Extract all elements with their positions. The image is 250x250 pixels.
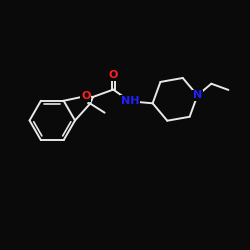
Text: O: O [108,70,118,80]
Text: O: O [81,91,90,101]
Text: NH: NH [121,96,139,106]
Text: N: N [193,90,202,101]
